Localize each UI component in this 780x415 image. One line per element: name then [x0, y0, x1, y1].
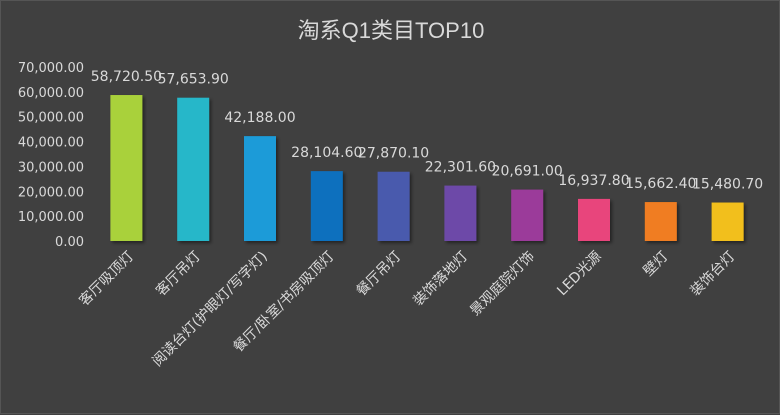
bar-value-label: 58,720.50	[91, 69, 162, 85]
bar-5	[377, 171, 410, 241]
y-tick-label: 40,000.00	[18, 136, 84, 151]
x-category-label: 装饰台灯	[688, 249, 739, 300]
y-tick-label: 20,000.00	[18, 185, 84, 200]
x-category-label: 阅读台灯(护眼灯/写字灯)	[149, 248, 271, 370]
bar-value-label: 57,653.90	[158, 72, 229, 88]
y-tick-label: 10,000.00	[18, 210, 84, 225]
y-axis: 0.00 10,000.00 20,000.00 30,000.00 40,000.00…	[18, 61, 84, 250]
bar-8	[578, 198, 610, 241]
x-category-label: LED光源	[554, 249, 605, 300]
y-tick-label: 50,000.00	[18, 111, 84, 126]
bar-value-label: 15,662.40	[625, 176, 696, 192]
y-tick-label: 70,000.00	[18, 61, 84, 76]
x-category-label: 壁灯	[641, 249, 672, 280]
y-tick-label: 0.00	[55, 235, 84, 250]
y-tick-label: 30,000.00	[18, 160, 84, 175]
bar-value-label: 15,480.70	[692, 177, 763, 193]
chart-title: 淘系Q1类目TOP10	[297, 18, 485, 43]
bar-value-label: 20,691.00	[492, 164, 563, 180]
bar-value-label: 16,937.80	[558, 173, 629, 189]
bar-value-label: 28,104.60	[291, 145, 362, 161]
x-category-label: 景观庭院灯饰	[467, 248, 538, 319]
bars-group	[110, 95, 744, 241]
x-category-label: 客厅吊灯	[152, 248, 204, 300]
bar-4	[310, 171, 343, 241]
bar-2	[177, 97, 210, 241]
x-category-label: 客厅吸顶灯	[76, 248, 138, 310]
bar-value-label: 22,301.60	[425, 160, 496, 176]
bar-9	[644, 202, 677, 241]
bar-7	[511, 189, 544, 241]
y-tick-label: 60,000.00	[18, 86, 84, 101]
bar-6	[444, 185, 477, 241]
x-category-label: 装饰落地灯	[410, 249, 471, 310]
bar-10	[711, 202, 744, 241]
bar-1	[110, 95, 143, 241]
bar-value-label: 42,188.00	[224, 110, 295, 126]
x-category-label: 餐厅吊灯	[354, 249, 405, 300]
bar-value-label: 27,870.10	[358, 146, 429, 162]
bar-3	[244, 136, 276, 241]
